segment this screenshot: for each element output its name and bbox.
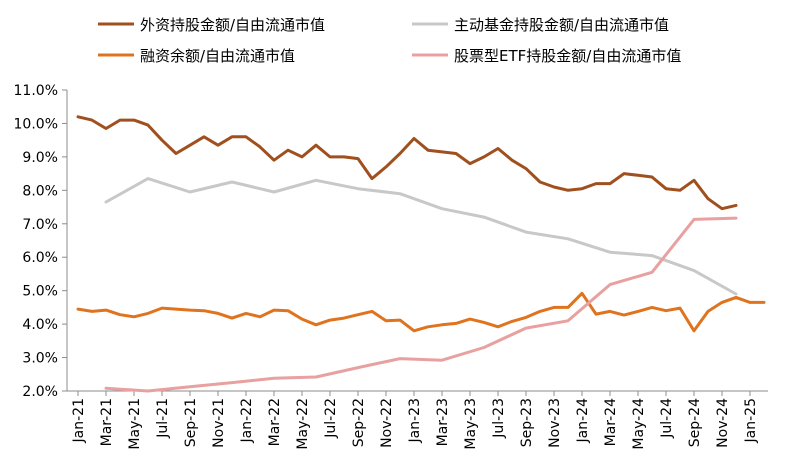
y-tick-label: 11.0% [14, 83, 58, 99]
y-tick-label: 5.0% [22, 284, 58, 300]
y-tick-label: 6.0% [22, 250, 58, 266]
series-line [76, 291, 766, 333]
x-tick-label: Jan-25 [743, 398, 759, 443]
y-tick-label: 8.0% [22, 183, 58, 199]
legend-item: 主动基金持股金额/自由流通市值 [412, 16, 669, 34]
series-lines [76, 115, 766, 393]
x-tick-label: May-24 [631, 398, 647, 450]
legend-item: 融资余额/自由流通市值 [98, 47, 295, 65]
y-axis: 11.0% 10.0% 9.0% 8.0% 7.0% 6.0% 5.0% 4.0% 3.0% 2.… [14, 83, 68, 400]
x-tick-label: Mar-22 [267, 398, 283, 446]
x-tick-label: Sep-21 [183, 398, 199, 447]
legend: 外资持股金额/自由流通市值 主动基金持股金额/自由流通市值 融资余额/自由流通市… [98, 16, 681, 65]
y-tick-label: 2.0% [22, 384, 58, 400]
legend-label: 外资持股金额/自由流通市值 [140, 16, 325, 34]
y-tick-label: 9.0% [22, 150, 58, 166]
x-tick-label: Jul-24 [659, 398, 675, 439]
x-tick-label: May-22 [295, 398, 311, 450]
x-tick-label: Nov-24 [715, 398, 731, 448]
x-tick-label: Jul-22 [323, 398, 339, 439]
x-tick-label: Jul-21 [155, 398, 171, 439]
x-axis: Jan-21 Mar-21 May-21 Jul-21 Sep-21 Nov-21 Jan-… [67, 390, 768, 450]
series-line [104, 177, 738, 296]
x-tick-label: Nov-23 [547, 398, 563, 448]
y-tick-label: 3.0% [22, 351, 58, 367]
x-tick-label: Sep-23 [519, 398, 535, 447]
x-tick-label: Jan-22 [239, 398, 255, 443]
legend-label: 股票型ETF持股金额/自由流通市值 [454, 47, 681, 65]
x-tick-label: Nov-22 [379, 398, 395, 448]
x-tick-label: May-23 [463, 398, 479, 450]
x-tick-label: Jan-24 [575, 398, 591, 444]
series-line [76, 115, 738, 211]
series-line [104, 216, 738, 393]
x-tick-label: Mar-21 [99, 398, 115, 446]
x-tick-label: Jan-23 [407, 398, 423, 443]
x-tick-label: Jan-21 [71, 398, 87, 443]
legend-item: 股票型ETF持股金额/自由流通市值 [412, 47, 681, 65]
x-tick-label: Nov-21 [211, 398, 227, 448]
x-tick-label: Jul-23 [491, 398, 507, 439]
y-tick-label: 7.0% [22, 217, 58, 233]
y-tick-label: 4.0% [22, 317, 58, 333]
legend-item: 外资持股金额/自由流通市值 [98, 16, 325, 34]
x-tick-label: Mar-23 [435, 398, 451, 446]
y-tick-label: 10.0% [14, 116, 58, 132]
x-tick-label: Mar-24 [603, 398, 619, 446]
x-tick-label: May-21 [127, 398, 143, 450]
legend-label: 主动基金持股金额/自由流通市值 [454, 16, 669, 34]
legend-label: 融资余额/自由流通市值 [140, 47, 295, 65]
x-tick-label: Sep-24 [687, 398, 703, 447]
x-tick-label: Sep-22 [351, 398, 367, 447]
